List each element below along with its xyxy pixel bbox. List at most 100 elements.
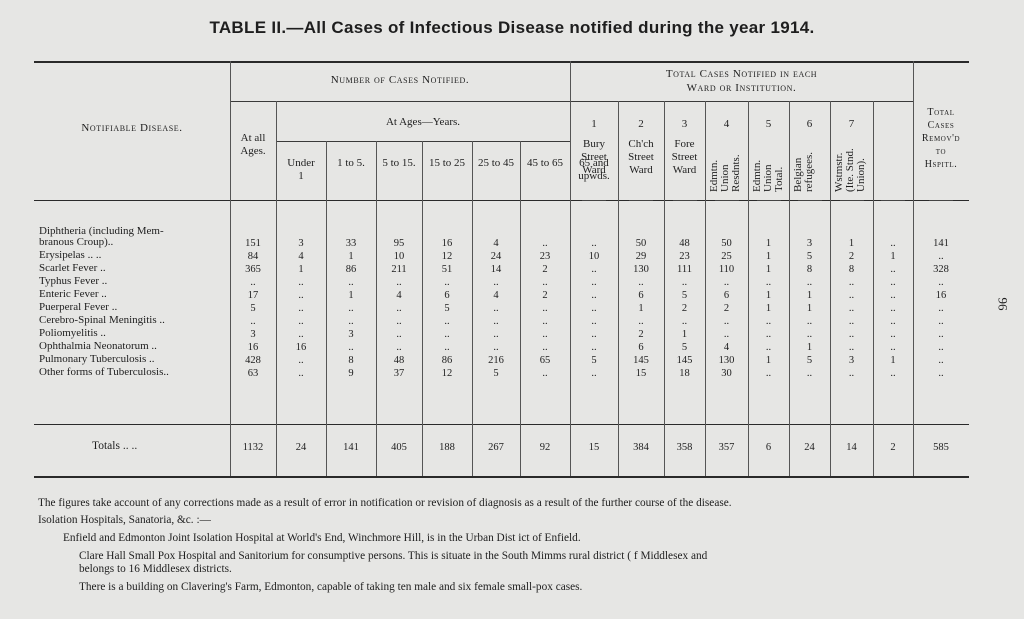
table-cell: 141 [933,238,949,249]
totals-cell: 14 [846,442,857,453]
table-cell: .. [542,329,548,340]
table-cell: 95 [393,238,405,249]
table-cell: .. [298,290,304,301]
table-cell: 4 [396,290,402,301]
column-tick [881,200,905,201]
rule-header-bottom [34,200,969,201]
table-cell: 110 [718,264,735,275]
header-number-notified: Number of Cases Notified. [330,74,470,86]
column-rule [422,141,423,476]
table-cell: .. [591,329,597,340]
table-cell: .. [890,264,896,275]
table-cell: 5 [444,303,450,314]
header-ward-name: Bury Street Ward [581,138,607,176]
header-at-all-ages: At all Ages. [240,132,266,157]
header-ward-name-vertical: Edmtn. Union Total. [751,159,785,192]
header-age-group: 25 to 45 [477,157,515,169]
totals-cell: 6 [765,442,772,453]
table-cell: .. [938,342,944,353]
totals-cell: 1132 [242,442,264,453]
header-ward-number: 2 [638,118,644,130]
table-cell: 48 [679,238,690,249]
header-ward-number: 4 [723,118,730,130]
table-cell: .. [493,316,499,327]
header-ward-number: 5 [765,118,772,130]
table-cell: .. [298,368,304,379]
table-cell: .. [890,303,896,314]
footnote-line: Isolation Hospitals, Sanatoria, &c. :— [38,514,211,526]
disease-label: Pulmonary Tuberculosis .. [39,353,155,365]
column-rule [618,101,619,476]
table-cell: 111 [677,264,692,275]
table-cell: 23 [679,251,690,262]
table-cell: 5 [681,290,688,301]
table-cell: 8 [848,264,855,275]
table-cell: 8 [806,264,813,275]
table-cell: .. [348,342,354,353]
table-cell: .. [848,342,855,353]
table-cell: .. [765,277,772,288]
table-cell: 4 [298,251,304,262]
header-ward-number: 6 [806,118,813,130]
table-cell: .. [848,290,855,301]
table-cell: .. [890,368,896,379]
table-cell: 65 [539,355,551,366]
rule-top [34,61,969,63]
totals-cell: 24 [804,442,815,453]
table-cell: .. [396,342,402,353]
table-cell: 14 [490,264,502,275]
table-cell: 151 [245,238,261,249]
table-cell: 6 [638,342,644,353]
table-cell: 1 [848,238,855,249]
table-cell: 6 [638,290,644,301]
table-cell: .. [890,238,896,249]
table-title: TABLE II.—All Cases of Infectious Diseas… [209,18,815,37]
table-cell: 86 [345,264,357,275]
table-cell: .. [542,277,548,288]
table-cell: .. [396,316,402,327]
table-cell: 84 [247,251,259,262]
header-ward-name-vertical: Wstmstr. (Ite. Stnd. Union). [833,148,867,192]
column-tick [629,200,653,201]
table-cell: 1 [765,251,772,262]
table-cell: .. [493,342,499,353]
table-cell: 5 [681,342,688,353]
table-cell: 2 [638,329,644,340]
table-cell: 1 [681,329,688,340]
header-notifiable-disease: Notifiable Disease. [81,122,183,134]
table-cell: .. [938,303,944,314]
disease-label: Scarlet Fever .. [39,262,106,274]
totals-cell: 2 [890,442,896,453]
header-age-group: 5 to 15. [382,157,416,169]
table-cell: .. [542,303,548,314]
table-cell: .. [765,329,772,340]
table-cell: .. [806,368,813,379]
table-cell: 9 [348,368,354,379]
header-ward-number: 7 [848,118,855,130]
table-cell: .. [890,277,896,288]
disease-label: Diphtheria (including Mem-branous Croup)… [39,225,164,248]
header-total-removed: Total Cases Remov'd to Hspitl. [921,107,961,170]
table-cell: .. [765,316,772,327]
disease-label: Puerperal Fever .. [39,301,118,313]
table-cell: .. [250,277,256,288]
table-cell: 2 [848,251,855,262]
table-cell: 10 [393,251,405,262]
table-cell: .. [638,277,644,288]
table-cell: .. [444,316,450,327]
column-tick [714,200,739,201]
table-cell: .. [591,303,597,314]
table-cell: 12 [441,251,453,262]
table-cell: .. [542,316,548,327]
table-cell: 86 [441,355,453,366]
column-tick [929,200,953,201]
column-rule [705,101,706,476]
table-cell: 216 [488,355,504,366]
totals-cell: 15 [588,442,600,453]
table-cell: .. [938,277,944,288]
table-cell: .. [591,342,597,353]
column-tick [797,200,822,201]
header-age-group: 45 to 65 [526,157,564,169]
column-tick [756,200,781,201]
table-cell: 23 [539,251,551,262]
